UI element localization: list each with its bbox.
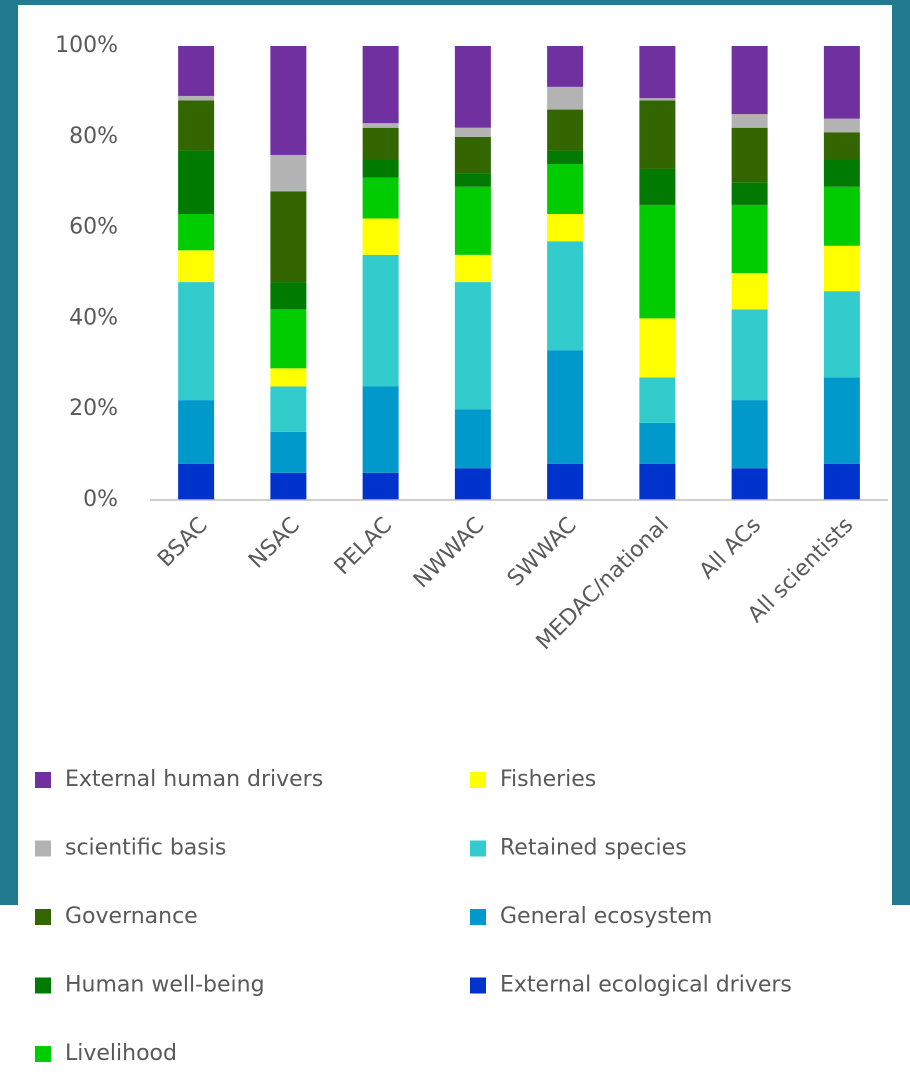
y-tick-label: 0% xyxy=(83,487,118,512)
legend-swatch xyxy=(470,909,486,925)
bar-segment xyxy=(270,431,307,473)
bar-segment xyxy=(178,282,215,401)
bar-segment xyxy=(362,218,399,255)
bar-segment xyxy=(639,100,676,169)
bar-segment xyxy=(270,472,307,500)
bar-segment xyxy=(823,377,860,464)
bar-segment xyxy=(178,150,215,214)
bar-segment xyxy=(454,46,491,128)
bar-segment xyxy=(639,204,676,319)
bar-segment xyxy=(547,213,584,242)
bar-segment xyxy=(731,273,768,310)
bar-segment xyxy=(639,318,676,378)
bar-segment xyxy=(639,168,676,205)
legend-swatch xyxy=(470,772,486,788)
legend-label: External human drivers xyxy=(65,767,323,792)
bar-segment xyxy=(731,204,768,273)
bar-segment xyxy=(178,400,215,464)
bar-segment xyxy=(178,250,215,283)
legend-label: scientific basis xyxy=(65,836,226,861)
bar-segment xyxy=(731,114,768,128)
bar-segment xyxy=(639,422,676,464)
bar-segment xyxy=(362,386,399,473)
bar-segment xyxy=(547,463,584,500)
bar-segment xyxy=(731,46,768,115)
bar-segment xyxy=(823,186,860,246)
bar-segment xyxy=(270,309,307,369)
legend-swatch xyxy=(35,1046,51,1062)
legend-label: Human well-being xyxy=(65,973,265,998)
legend-swatch xyxy=(35,772,51,788)
y-tick-label: 20% xyxy=(69,396,118,421)
bar-segment xyxy=(823,118,860,133)
legend-label: Governance xyxy=(65,904,198,929)
bar-segment xyxy=(731,309,768,401)
y-tick-label: 60% xyxy=(69,215,118,240)
bar-segment xyxy=(823,245,860,292)
bar-segment xyxy=(270,386,307,432)
bar-segment xyxy=(362,46,399,124)
bar-segment xyxy=(270,154,307,192)
bar-segment xyxy=(731,182,768,205)
bar-segment xyxy=(454,468,491,500)
bar-segment xyxy=(823,463,860,500)
bar-segment xyxy=(362,123,399,128)
bar-segment xyxy=(731,400,768,469)
bar-segment xyxy=(178,213,215,251)
bar-segment xyxy=(270,368,307,387)
legend-label: Retained species xyxy=(500,836,687,861)
bar-segment xyxy=(454,254,491,283)
panel-lower xyxy=(0,905,910,1074)
bar-segment xyxy=(454,186,491,255)
bar-segment xyxy=(362,472,399,500)
bar-segment xyxy=(547,86,584,110)
bar-segment xyxy=(547,241,584,351)
bar-segment xyxy=(362,177,399,219)
bar-segment xyxy=(362,159,399,178)
bar-segment xyxy=(639,46,676,99)
y-tick-label: 80% xyxy=(69,124,118,149)
bar-segment xyxy=(639,377,676,423)
bar-segment xyxy=(454,173,491,187)
bar-segment xyxy=(639,98,676,101)
bar-segment xyxy=(547,164,584,214)
y-tick-label: 40% xyxy=(69,305,118,330)
legend-label: External ecological drivers xyxy=(500,973,792,998)
legend-label: General ecosystem xyxy=(500,904,712,929)
bar-segment xyxy=(178,46,215,96)
bar-segment xyxy=(823,159,860,187)
bar-segment xyxy=(270,282,307,310)
legend-swatch xyxy=(35,909,51,925)
legend-swatch xyxy=(35,840,51,857)
legend-swatch xyxy=(470,977,486,994)
bar-segment xyxy=(270,191,307,283)
bar-segment xyxy=(823,46,860,119)
bar-segment xyxy=(547,350,584,464)
bar-segment xyxy=(731,468,768,500)
legend-swatch xyxy=(35,977,51,994)
bar-segment xyxy=(178,463,215,500)
legend-label: Fisheries xyxy=(500,767,596,792)
bar-segment xyxy=(823,291,860,378)
bar-segment xyxy=(731,127,768,183)
bar-segment xyxy=(454,282,491,410)
bar-segment xyxy=(178,95,215,101)
bar-segment xyxy=(178,100,215,151)
bar-segment xyxy=(270,46,307,155)
bar-segment xyxy=(823,132,860,160)
bar-segment xyxy=(454,136,491,174)
bar-segment xyxy=(547,150,584,165)
bar-segment xyxy=(547,46,584,87)
y-tick-label: 100% xyxy=(55,33,118,58)
legend-swatch xyxy=(470,840,486,857)
bar-segment xyxy=(454,409,491,469)
bar-segment xyxy=(362,127,399,160)
bar-segment xyxy=(639,463,676,500)
bar-segment xyxy=(547,109,584,151)
bar-segment xyxy=(454,127,491,137)
bar-segment xyxy=(362,254,399,387)
legend-label: Livelihood xyxy=(65,1041,177,1066)
